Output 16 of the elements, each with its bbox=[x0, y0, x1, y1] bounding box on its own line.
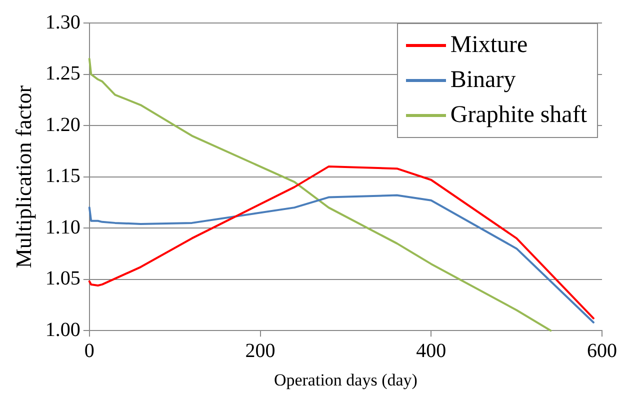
y-axis-title: Multiplication factor bbox=[10, 84, 36, 268]
legend-label: Mixture bbox=[450, 31, 528, 60]
x-tick-label: 0 bbox=[84, 340, 94, 362]
legend-label: Graphite shaft bbox=[450, 101, 587, 130]
y-tick-label: 1.30 bbox=[45, 11, 80, 34]
x-tick-label: 200 bbox=[245, 340, 276, 362]
x-tick-label: 600 bbox=[587, 340, 617, 362]
legend-label: Binary bbox=[450, 66, 516, 95]
y-tick-label: 1.15 bbox=[45, 165, 80, 188]
x-tick-label: 400 bbox=[416, 340, 446, 362]
y-tick-label: 1.25 bbox=[45, 62, 80, 85]
x-axis-title: Operation days (day) bbox=[274, 370, 418, 390]
y-tick-label: 1.10 bbox=[45, 216, 80, 238]
y-tick-label: 1.05 bbox=[45, 268, 80, 290]
y-tick-label: 1.00 bbox=[45, 318, 80, 341]
y-tick-label: 1.20 bbox=[45, 114, 80, 136]
